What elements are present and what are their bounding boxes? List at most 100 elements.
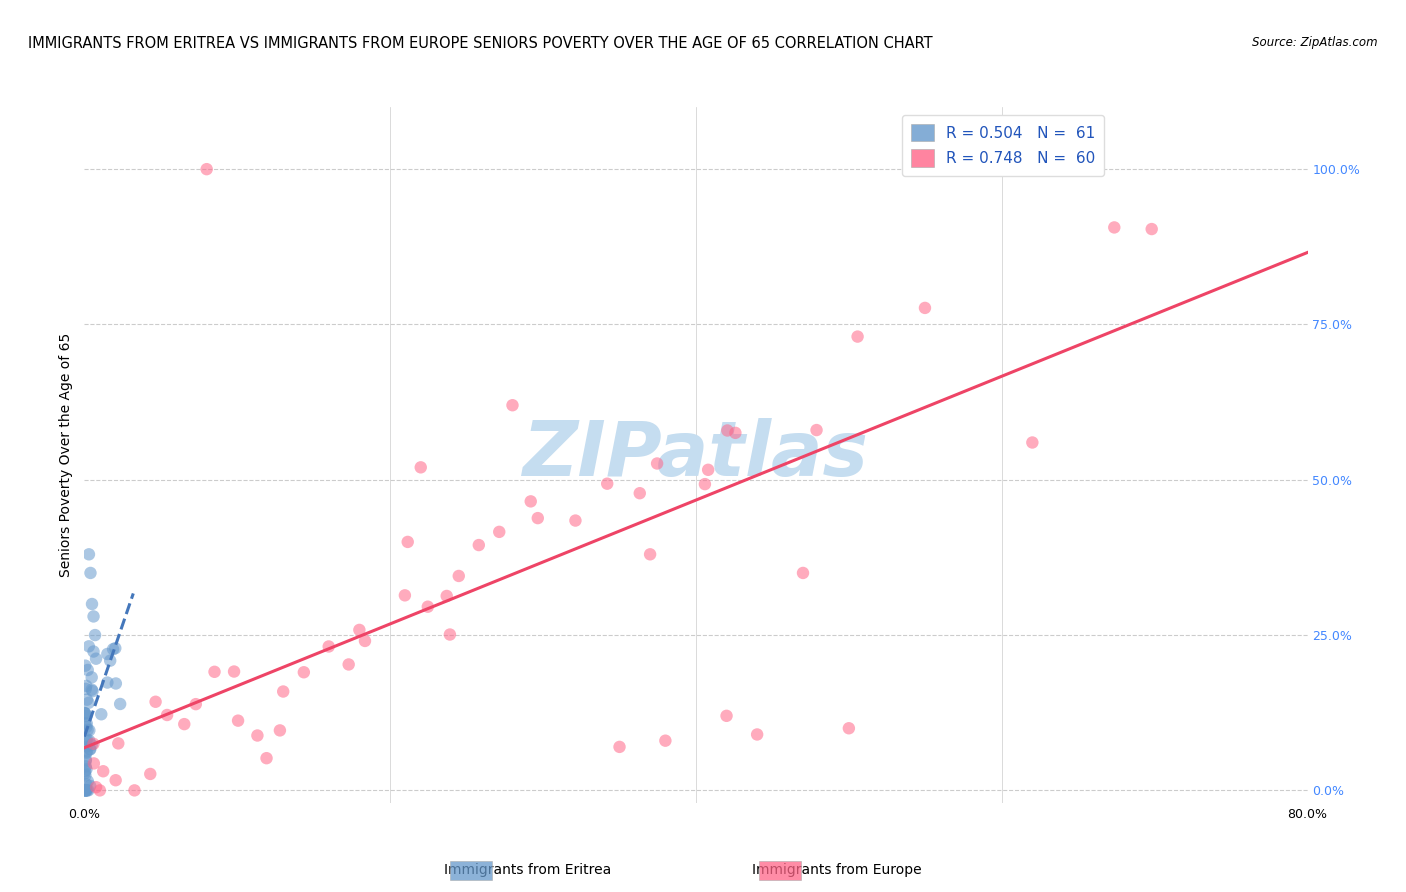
Point bbox=[76, 732, 98, 747]
Point bbox=[76, 783, 98, 797]
Point bbox=[82, 684, 104, 698]
Point bbox=[447, 569, 470, 583]
Point bbox=[337, 657, 360, 672]
Point bbox=[724, 425, 747, 440]
Point bbox=[195, 162, 218, 177]
Point bbox=[75, 658, 97, 673]
Point bbox=[75, 783, 97, 797]
Point bbox=[76, 744, 98, 758]
Point bbox=[716, 708, 738, 723]
Point bbox=[173, 717, 195, 731]
Point bbox=[318, 640, 340, 654]
Point bbox=[79, 742, 101, 756]
Text: IMMIGRANTS FROM ERITREA VS IMMIGRANTS FROM EUROPE SENIORS POVERTY OVER THE AGE O: IMMIGRANTS FROM ERITREA VS IMMIGRANTS FR… bbox=[28, 36, 932, 51]
Text: Immigrants from Eritrea: Immigrants from Eritrea bbox=[444, 863, 610, 877]
Point bbox=[697, 463, 720, 477]
Point bbox=[79, 742, 101, 756]
Point bbox=[75, 777, 97, 791]
Point bbox=[184, 697, 207, 711]
Point bbox=[98, 654, 121, 668]
Point bbox=[80, 682, 103, 697]
Point bbox=[73, 766, 96, 780]
Point bbox=[104, 773, 127, 788]
Point bbox=[75, 768, 97, 782]
Point bbox=[75, 720, 97, 734]
Text: Source: ZipAtlas.com: Source: ZipAtlas.com bbox=[1253, 36, 1378, 49]
Point bbox=[75, 783, 97, 797]
Point bbox=[75, 681, 97, 696]
Point bbox=[96, 675, 118, 690]
Point bbox=[354, 634, 377, 648]
Point bbox=[75, 716, 97, 731]
Point bbox=[89, 783, 111, 797]
Point bbox=[75, 752, 97, 766]
Point bbox=[104, 641, 127, 656]
Point bbox=[564, 514, 586, 528]
Legend: R = 0.504   N =  61, R = 0.748   N =  60: R = 0.504 N = 61, R = 0.748 N = 60 bbox=[901, 115, 1104, 176]
Point bbox=[84, 628, 107, 642]
Point bbox=[76, 739, 98, 754]
Point bbox=[75, 734, 97, 748]
Point bbox=[222, 665, 245, 679]
Point bbox=[75, 754, 97, 768]
Point bbox=[436, 589, 458, 603]
Point bbox=[468, 538, 491, 552]
Point bbox=[439, 627, 461, 641]
Point bbox=[914, 301, 936, 315]
Point bbox=[83, 756, 105, 771]
Point bbox=[596, 476, 619, 491]
Point bbox=[488, 524, 510, 539]
Point bbox=[139, 767, 162, 781]
Point bbox=[75, 679, 97, 693]
Point bbox=[75, 783, 97, 797]
Point bbox=[394, 588, 416, 602]
Point bbox=[806, 423, 828, 437]
Point bbox=[292, 665, 315, 680]
Point bbox=[1021, 435, 1043, 450]
Point bbox=[76, 774, 98, 789]
Point bbox=[96, 647, 118, 661]
Point bbox=[396, 535, 419, 549]
Y-axis label: Seniors Poverty Over the Age of 65: Seniors Poverty Over the Age of 65 bbox=[59, 333, 73, 577]
Point bbox=[502, 398, 524, 412]
Point bbox=[747, 727, 769, 741]
Point bbox=[654, 733, 676, 747]
Point bbox=[246, 729, 269, 743]
Point bbox=[76, 716, 98, 731]
Point bbox=[79, 566, 101, 580]
Point bbox=[846, 329, 869, 343]
Point bbox=[101, 642, 124, 657]
Point bbox=[108, 697, 131, 711]
Point bbox=[76, 746, 98, 760]
Point bbox=[145, 695, 167, 709]
Point bbox=[76, 692, 98, 706]
Point bbox=[79, 723, 101, 738]
Point bbox=[82, 737, 104, 751]
Point bbox=[226, 714, 249, 728]
Point bbox=[79, 779, 101, 793]
Bar bbox=[450, 861, 492, 880]
Point bbox=[83, 644, 105, 658]
Point bbox=[73, 706, 96, 721]
Point bbox=[416, 599, 439, 614]
Point bbox=[156, 708, 179, 723]
Point bbox=[91, 764, 114, 779]
Point bbox=[526, 511, 548, 525]
Point bbox=[80, 738, 103, 752]
Point bbox=[693, 477, 716, 491]
Point bbox=[107, 736, 129, 750]
Point bbox=[75, 783, 97, 797]
Point bbox=[716, 424, 738, 438]
Text: Immigrants from Europe: Immigrants from Europe bbox=[752, 863, 921, 877]
Point bbox=[84, 651, 107, 665]
Bar bbox=[759, 861, 801, 880]
Point bbox=[76, 663, 98, 677]
Point bbox=[269, 723, 291, 738]
Point bbox=[519, 494, 541, 508]
Point bbox=[77, 733, 100, 747]
Point bbox=[73, 706, 96, 720]
Point bbox=[638, 547, 661, 561]
Point bbox=[77, 547, 100, 561]
Point bbox=[83, 609, 105, 624]
Point bbox=[75, 763, 97, 777]
